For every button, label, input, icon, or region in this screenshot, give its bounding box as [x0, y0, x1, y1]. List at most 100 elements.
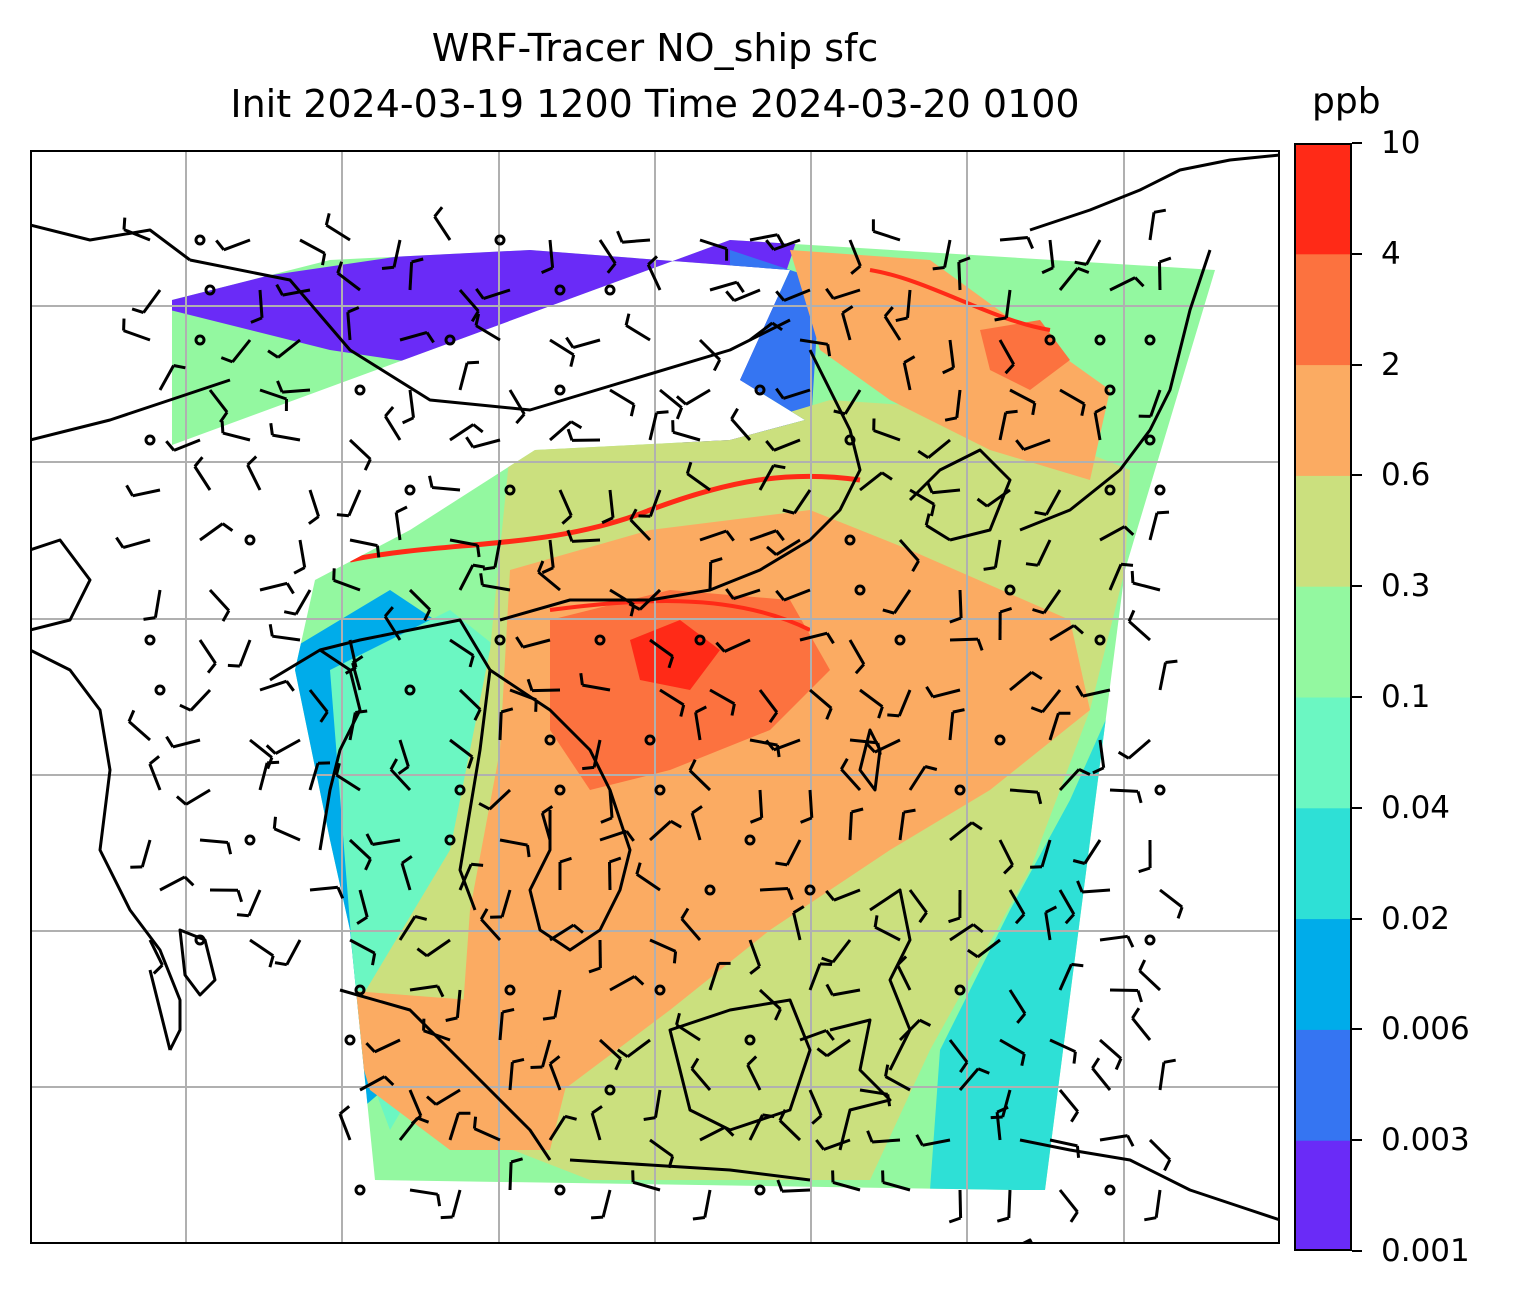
wind-barb-flag [692, 1216, 705, 1221]
wind-barb-flag [193, 456, 204, 468]
wind-barb-flag [1117, 750, 1130, 760]
wind-barb-shaft [249, 738, 273, 759]
wind-barb-shaft [949, 923, 975, 942]
wind-barb-flag [472, 563, 485, 569]
wind-barb-flag [526, 678, 534, 692]
wind-barb-flag [334, 762, 341, 776]
wind-barb-flag [152, 964, 164, 975]
colorbar-tick-mark [1352, 142, 1362, 144]
wind-barb-shaft [998, 839, 1014, 866]
wind-barb-shaft [399, 330, 428, 342]
wind-barb-shaft [1158, 261, 1162, 291]
wind-barb-flag [725, 588, 735, 600]
wind-barb-shaft [548, 1115, 567, 1141]
wind-barb-shaft [571, 538, 601, 543]
wind-barb-flag [285, 582, 295, 595]
wind-barb-shaft [688, 769, 712, 792]
calm-wind-circle [544, 734, 556, 746]
wind-barb-shaft [231, 339, 252, 363]
wind-barb-flag [355, 709, 368, 714]
wind-barb-shaft [1001, 1089, 1012, 1118]
wind-barb-shaft [908, 889, 928, 914]
wind-barb-shaft [1059, 388, 1086, 406]
calm-wind-circle [1104, 1184, 1116, 1196]
wind-barb-shaft [699, 529, 727, 542]
wind-barb-shaft [995, 1111, 1002, 1141]
calm-wind-circle [1004, 584, 1016, 596]
wind-barb-flag [572, 923, 584, 934]
wind-barb-flag [1123, 525, 1135, 536]
wind-barb-flag [275, 283, 284, 296]
wind-barb-flag [566, 529, 574, 542]
wind-barb-shaft [1081, 888, 1111, 894]
wind-barb-shaft [1058, 1089, 1079, 1113]
calm-wind-circle [1104, 384, 1116, 396]
wind-barb-shaft [259, 679, 288, 692]
wind-barb-flag [679, 704, 686, 717]
coastlines [30, 153, 1280, 1244]
wind-barb-shaft [199, 838, 229, 844]
wind-barb-shaft [859, 1088, 888, 1096]
calm-wind-circle [354, 1184, 366, 1196]
wind-barb-shaft [958, 589, 963, 619]
wind-barb-shaft [246, 464, 262, 491]
calm-wind-circle [194, 234, 206, 246]
colorbar-band [1294, 364, 1352, 476]
wind-barb-shaft [325, 223, 351, 242]
wind-barb-shaft [259, 388, 287, 401]
colorbar-tick-label: 2 [1381, 346, 1401, 383]
field-band-red-streak [349, 473, 861, 563]
wind-barb-shaft [348, 838, 372, 861]
wind-barb-flag [866, 1130, 874, 1143]
wind-barb-shaft [675, 1023, 701, 1042]
wind-barb-shaft [906, 289, 912, 319]
wind-barb-flag [1165, 659, 1178, 664]
wind-barb-shaft [690, 812, 702, 841]
wind-barb-shaft [609, 388, 635, 406]
wind-barbs [115, 206, 1184, 1224]
wind-barb-flag [425, 331, 435, 344]
wind-barb-shaft [185, 788, 211, 806]
wind-barb-shaft [398, 915, 417, 941]
wind-barb-flag [833, 409, 846, 416]
wind-barb-flag [854, 663, 866, 675]
calm-wind-circle [1144, 934, 1156, 946]
wind-barb-shaft [392, 239, 402, 268]
wind-barb-flag [949, 616, 962, 624]
wind-barb-shaft [558, 489, 573, 517]
wind-barb-flag [236, 889, 244, 903]
wind-barb-flag [375, 545, 381, 558]
wind-barb-shaft [349, 938, 376, 955]
wind-barb-shaft [372, 838, 401, 846]
wind-barb-shaft [833, 888, 861, 902]
wind-barb-shaft [508, 1161, 513, 1191]
wind-barb-flag [601, 516, 614, 525]
wind-barb-shaft [948, 711, 955, 741]
field-band-red-streak-2 [549, 599, 811, 632]
wind-barb-shaft [336, 271, 361, 292]
wind-barb-flag [582, 765, 595, 771]
wind-barb-flag [685, 461, 693, 475]
wind-barb-shaft [649, 638, 674, 658]
wind-barb-shaft [408, 1089, 423, 1117]
wind-barb-flag [1030, 706, 1044, 714]
wind-barb-shaft [758, 988, 782, 1011]
wind-barb-flag [591, 1215, 604, 1220]
wind-barb-flag [474, 313, 481, 326]
colorbar-band [1294, 586, 1352, 698]
wind-barb-shaft [198, 639, 217, 665]
wind-barb-flag [1176, 906, 1184, 919]
calm-wind-circle [344, 1034, 356, 1046]
wind-barb-shaft [308, 689, 329, 713]
wind-barb-shaft [1049, 1038, 1077, 1054]
colorbar-tick-label: 4 [1381, 235, 1401, 272]
wind-barb-flag [221, 609, 231, 622]
wind-barb-shaft [348, 438, 372, 461]
wind-barb-flag [1020, 1053, 1026, 1067]
wind-barb-flag [841, 305, 854, 315]
wind-barb-flag [364, 858, 372, 871]
wind-barb-flag [125, 484, 134, 497]
wind-barb-shaft [632, 1180, 661, 1192]
calm-wind-circle [744, 1034, 756, 1046]
wind-barb-flag [143, 616, 156, 621]
